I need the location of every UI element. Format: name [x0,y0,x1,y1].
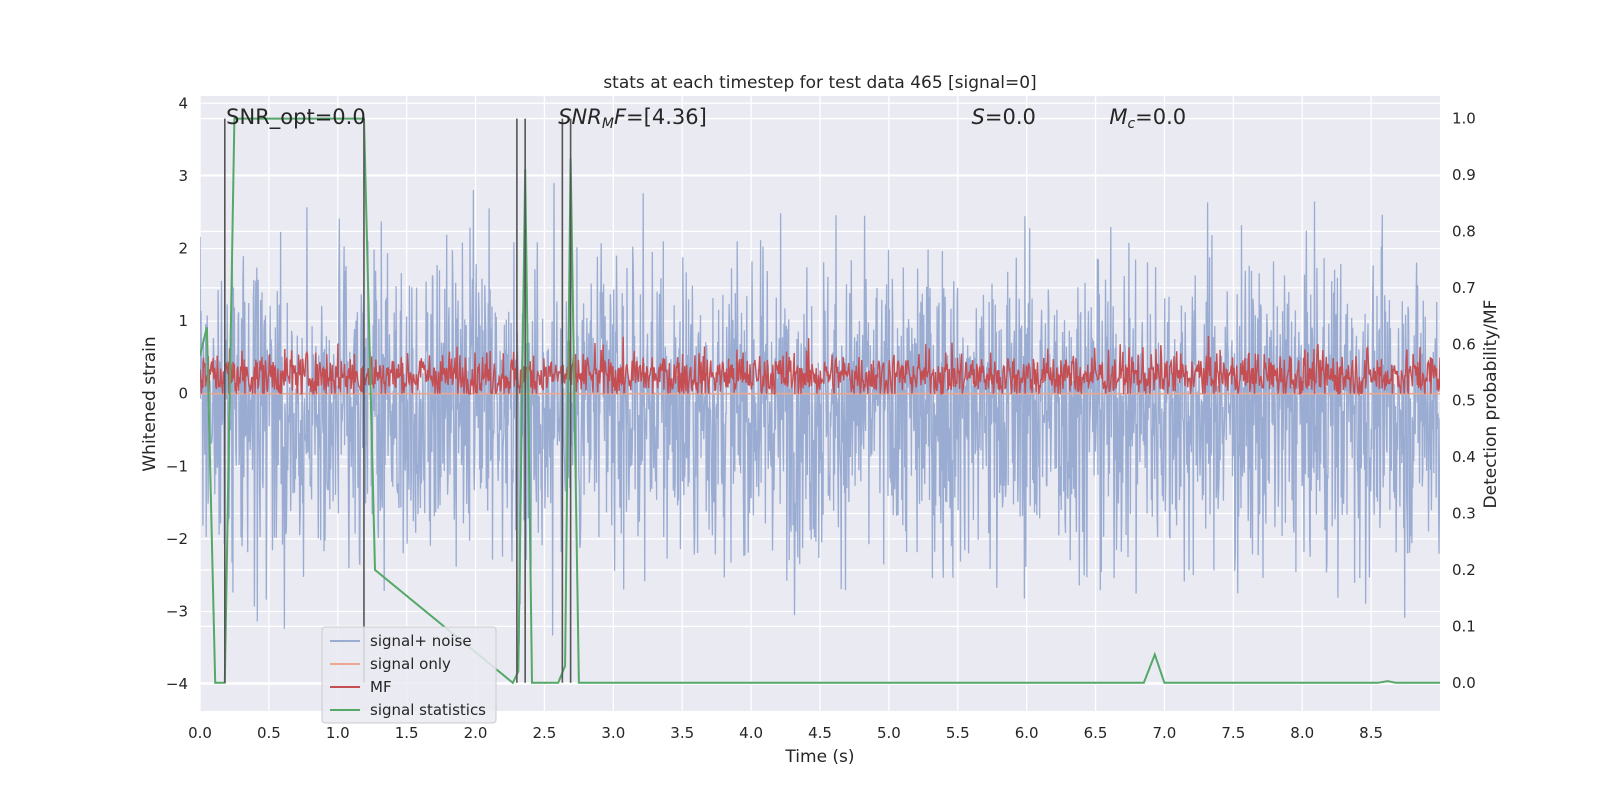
x-tick-label: 3.0 [601,724,625,742]
x-tick-label: 3.5 [670,724,694,742]
legend-label: MF [370,678,392,696]
y-tick-label: 0 [178,385,188,403]
x-tick-label: 1.0 [326,724,350,742]
x-tick-label: 2.5 [533,724,557,742]
y2-tick-label: 0.6 [1452,335,1476,353]
legend-label: signal+ noise [370,632,472,650]
y-tick-label: 2 [178,239,188,257]
x-tick-label: 4.0 [739,724,763,742]
y2-tick-label: 1.0 [1452,110,1476,128]
series-signal-statistics [200,117,1440,685]
x-tick-label: 6.0 [1015,724,1039,742]
x-axis-label: Time (s) [784,747,854,767]
y2-tick-label: 0.9 [1452,166,1476,184]
y2-tick-labels: 1.0 0.9 0.8 0.7 0.6 0.5 0.4 0.3 0.2 0.1 0.0 [1452,110,1476,692]
legend: signal+ noise signal only MF signal statist… [321,626,497,724]
y2-axis-label: Detection probability/MF [1481,300,1501,509]
series-mf [200,335,1440,397]
x-tick-label: 6.5 [1084,724,1108,742]
x-tick-label: 0.0 [188,724,212,742]
annotation-text: SNR_opt=0.0 [226,105,366,130]
annotations: SNR_opt=0.0 SNRMF=[4.36] S=0.0 Mc=0.0 [226,105,1186,132]
y-tick-label: −1 [166,457,188,475]
x-tick-label: 4.5 [808,724,832,742]
legend-label: signal only [370,655,451,673]
y-tick-label: −3 [166,603,188,621]
annotation-text: Mc=0.0 [1109,105,1186,132]
annotation-text: SNRMF=[4.36] [558,105,707,132]
x-tick-label: 5.0 [877,724,901,742]
x-tick-label: 0.5 [257,724,281,742]
x-tick-label: 7.0 [1153,724,1177,742]
x-tick-label: 8.0 [1290,724,1314,742]
y2-tick-label: 0.1 [1452,617,1476,635]
y2-tick-label: 0.0 [1452,674,1476,692]
x-tick-label: 7.5 [1221,724,1245,742]
vertical-markers [224,118,572,683]
x-tick-labels: 0.0 0.5 1.0 1.5 2.0 2.5 3.0 3.5 4.0 4.5 5.0 5.5 6.0 6… [188,724,1383,742]
y-axis-label: Whitened strain [140,336,160,471]
legend-box [321,626,497,724]
x-tick-label: 8.5 [1359,724,1383,742]
y-tick-labels: 4 3 2 1 0 −1 −2 −3 −4 [166,94,188,693]
y2-tick-label: 0.3 [1452,505,1476,523]
series-layer [200,117,1440,685]
y-tick-label: 4 [178,94,188,112]
annotation-text: S=0.0 [972,105,1036,129]
y-tick-label: 3 [178,167,188,185]
series-signal-noise [200,182,1440,645]
y2-tick-label: 0.8 [1452,222,1476,240]
y2-tick-label: 0.7 [1452,279,1476,297]
chart-title: stats at each timestep for test data 465… [603,73,1036,93]
legend-label: signal statistics [370,701,486,719]
y2-tick-label: 0.4 [1452,448,1476,466]
y-tick-label: 1 [178,312,188,330]
y-tick-label: −4 [166,675,188,693]
y2-tick-label: 0.2 [1452,561,1476,579]
x-tick-label: 1.5 [395,724,419,742]
x-tick-label: 5.5 [946,724,970,742]
y2-tick-label: 0.5 [1452,392,1476,410]
x-tick-label: 2.0 [464,724,488,742]
y-tick-label: −2 [166,530,188,548]
